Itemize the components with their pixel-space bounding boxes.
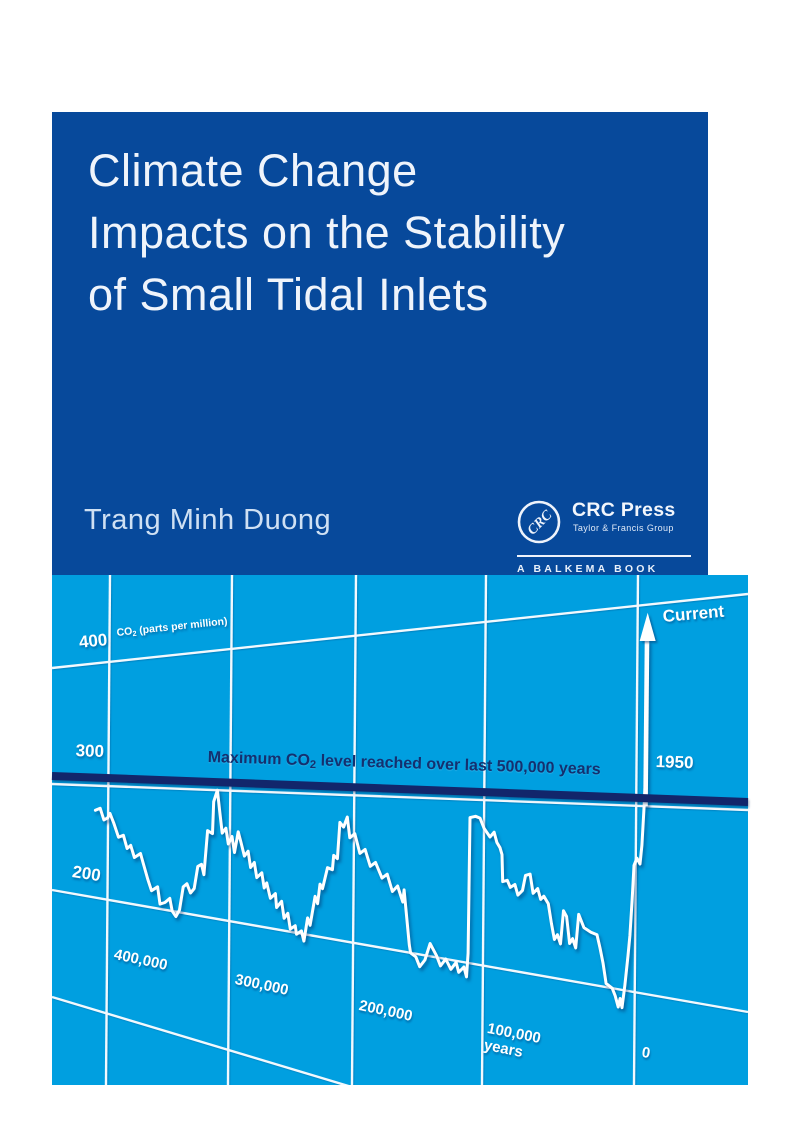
publisher-imprint: A BALKEMA BOOK — [517, 563, 659, 575]
year-1950-label: 1950 — [655, 752, 694, 773]
max-co2-line — [51, 772, 749, 806]
publisher-divider — [517, 555, 691, 557]
y-tick-label: 400 — [78, 630, 109, 652]
publisher-name: CRC Press — [572, 499, 676, 521]
y-tick-label: 300 — [75, 741, 105, 761]
y-tick-label: 200 — [71, 862, 103, 886]
publisher-block: CRC CRC Press Taylor & Francis Group A B… — [516, 498, 696, 575]
book-title: Climate Change Impacts on the Stability … — [88, 145, 566, 320]
publisher-tagline: Taylor & Francis Group — [573, 523, 674, 533]
crc-press-logo-icon: CRC — [516, 499, 562, 545]
current-arrow-icon — [639, 612, 656, 641]
book-cover-panel: Climate Change Impacts on the Stability … — [52, 112, 708, 575]
co2-curve — [93, 639, 650, 1010]
co2-chart-panel — [52, 575, 748, 1085]
chart-gridlines — [52, 575, 748, 1085]
book-author: Trang Minh Duong — [84, 504, 332, 536]
